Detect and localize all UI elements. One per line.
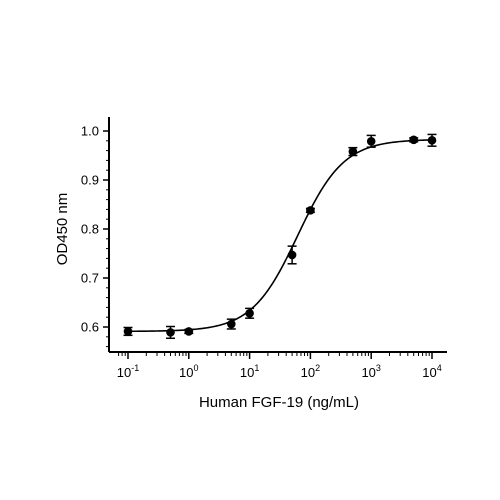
data-point [123,327,133,336]
data-point [226,319,236,329]
error-bars-layer [123,133,437,340]
data-point [409,135,418,145]
y-tick-label: 1.0 [81,124,99,139]
data-point [245,308,254,318]
data-point [427,136,437,145]
data-point [287,250,297,260]
data-point [306,206,315,215]
x-tick-label: 101 [240,363,259,380]
x-tick-label: 102 [301,363,320,380]
x-tick-label: 104 [422,363,441,380]
data-point [166,328,175,337]
fit-curve [128,139,433,333]
data-point [348,147,358,156]
x-tick-label: 103 [361,363,380,380]
data-point [366,136,376,146]
y-axis-title: OD450 nm [54,193,71,266]
y-axis: 0.6 0.7 0.8 0.9 1.0 [81,117,110,352]
data-point [184,327,194,336]
y-tick-label: 0.7 [81,271,99,286]
y-tick-label: 0.6 [81,320,99,335]
x-tick-label: 100 [179,363,198,380]
x-tick-label: 10-1 [117,363,139,380]
y-tick-label: 0.9 [81,173,99,188]
y-tick-label: 0.8 [81,222,99,237]
x-axis: 10-1 100 101 102 103 104 [109,351,447,380]
x-axis-title: Human FGF-19 (ng/mL) [199,394,359,411]
fit-curve-layer [128,139,433,333]
data-points-layer [123,135,437,337]
